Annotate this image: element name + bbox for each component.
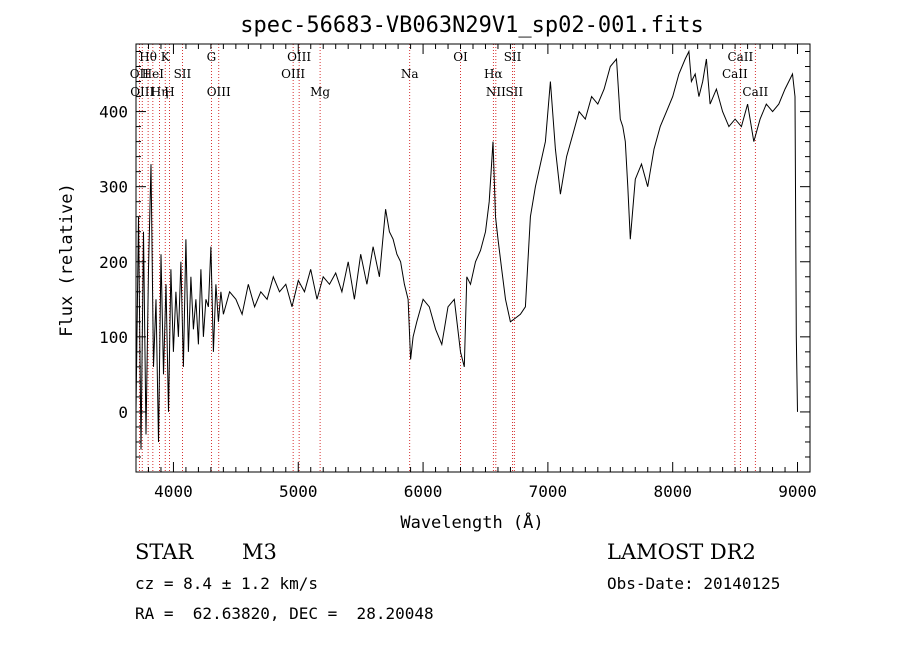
x-tick-label: 4000 — [154, 482, 193, 501]
survey-name: LAMOST DR2 — [607, 540, 756, 564]
line-marker-label: SII — [504, 50, 522, 64]
object-class: STAR — [135, 540, 194, 564]
x-axis-ticks: 4000 5000 6000 7000 8000 9000 — [135, 44, 817, 501]
line-marker-label: OIII — [281, 67, 305, 81]
redshift-velocity: cz = 8.4 ± 1.2 km/s — [135, 574, 319, 593]
line-marker-label: Hα — [484, 67, 503, 81]
y-axis-ticks: 0 100 200 300 400 — [99, 51, 810, 473]
line-marker-label: Mg — [310, 85, 330, 99]
x-tick-label: 6000 — [404, 482, 443, 501]
line-marker-label: SII — [174, 67, 192, 81]
y-tick-label: 100 — [99, 328, 128, 347]
x-tick-label: 5000 — [279, 482, 318, 501]
plot-frame — [135, 43, 811, 473]
line-marker-label: CaII — [722, 67, 748, 81]
object-subclass: M3 — [242, 540, 277, 564]
spectrum-chart: spec-56683-VB063N29V1_sp02-001.fits Hθ K G… — [57, 13, 817, 533]
line-marker-label: SII — [505, 85, 523, 99]
line-markers — [138, 44, 756, 472]
line-marker-label: Na — [401, 67, 419, 81]
line-marker-label: G — [207, 50, 217, 64]
x-axis-label: Wavelength (Å) — [400, 511, 543, 533]
line-marker-label: HeI — [142, 67, 165, 81]
x-tick-label: 8000 — [653, 482, 692, 501]
line-marker-label: Hθ — [139, 50, 157, 64]
observation-date: Obs-Date: 20140125 — [607, 574, 781, 593]
chart-title: spec-56683-VB063N29V1_sp02-001.fits — [240, 13, 704, 38]
y-tick-label: 200 — [99, 253, 128, 272]
line-marker-label: OI — [453, 50, 468, 64]
line-marker-label: OIII — [207, 85, 231, 99]
line-marker-label: CaII — [727, 50, 753, 64]
x-tick-label: 9000 — [778, 482, 817, 501]
line-marker-label: OIII — [287, 50, 311, 64]
x-tick-label: 7000 — [529, 482, 568, 501]
line-marker-label: CaII — [742, 85, 768, 99]
line-marker-label: K — [161, 50, 171, 64]
line-marker-label: Hη — [151, 85, 169, 99]
y-tick-label: 400 — [99, 103, 128, 122]
line-marker-label: OII — [130, 67, 150, 81]
y-axis-label: Flux (relative) — [57, 183, 77, 337]
spectrum-line — [135, 49, 798, 450]
line-marker-label: H — [164, 85, 174, 99]
y-tick-label: 300 — [99, 178, 128, 197]
y-tick-label: 0 — [118, 403, 128, 422]
sky-coordinates: RA = 62.63820, DEC = 28.20048 — [135, 604, 434, 623]
line-marker-label: NII — [486, 85, 506, 99]
